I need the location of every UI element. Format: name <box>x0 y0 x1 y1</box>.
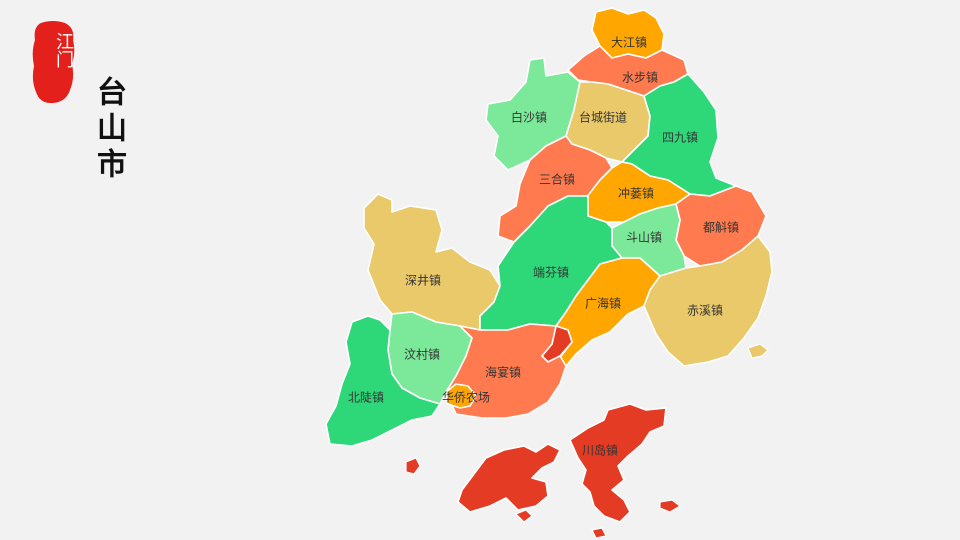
island-south-2 <box>659 499 682 513</box>
island-south-1 <box>514 509 533 523</box>
jiangmen-stamp: 江门 <box>31 20 76 104</box>
label-sijiu: 四九镇 <box>662 131 698 145</box>
stamp-text: 江门 <box>53 32 74 68</box>
region-haiyan[interactable] <box>445 323 567 419</box>
label-baisha: 白沙镇 <box>511 110 547 125</box>
label-douhu: 都斛镇 <box>703 221 739 235</box>
label-taicheng: 台城街道 <box>579 110 627 125</box>
label-wencun: 汶村镇 <box>404 347 440 362</box>
label-beidou: 北陡镇 <box>348 391 384 405</box>
label-haiyan: 海宴镇 <box>485 365 521 380</box>
label-chonglou: 冲蒌镇 <box>618 186 654 201</box>
region-shenjing[interactable] <box>363 193 501 331</box>
island-west <box>405 457 421 475</box>
label-duanfen: 端芬镇 <box>533 266 569 280</box>
region-chuandao[interactable] <box>457 403 667 523</box>
page-title: 台山市 <box>91 76 126 184</box>
label-sanhe: 三合镇 <box>539 172 575 187</box>
label-huaqiao: 华侨农场 <box>442 391 490 405</box>
label-guanghai: 广海镇 <box>585 296 621 311</box>
island-chixi <box>747 343 769 359</box>
label-shenjing: 深井镇 <box>405 274 441 288</box>
stamp-shape <box>32 21 75 104</box>
island-south-3 <box>591 527 607 539</box>
region-chixi[interactable] <box>643 235 773 367</box>
region-beidou[interactable] <box>325 315 441 447</box>
label-chixi: 赤溪镇 <box>687 304 723 318</box>
region-huaqiao[interactable] <box>445 383 477 409</box>
label-shuibu: 水步镇 <box>622 71 658 85</box>
label-dajiang: 大江镇 <box>611 36 647 50</box>
label-doushan: 斗山镇 <box>626 231 662 245</box>
label-chuandao: 川岛镇 <box>582 443 618 458</box>
